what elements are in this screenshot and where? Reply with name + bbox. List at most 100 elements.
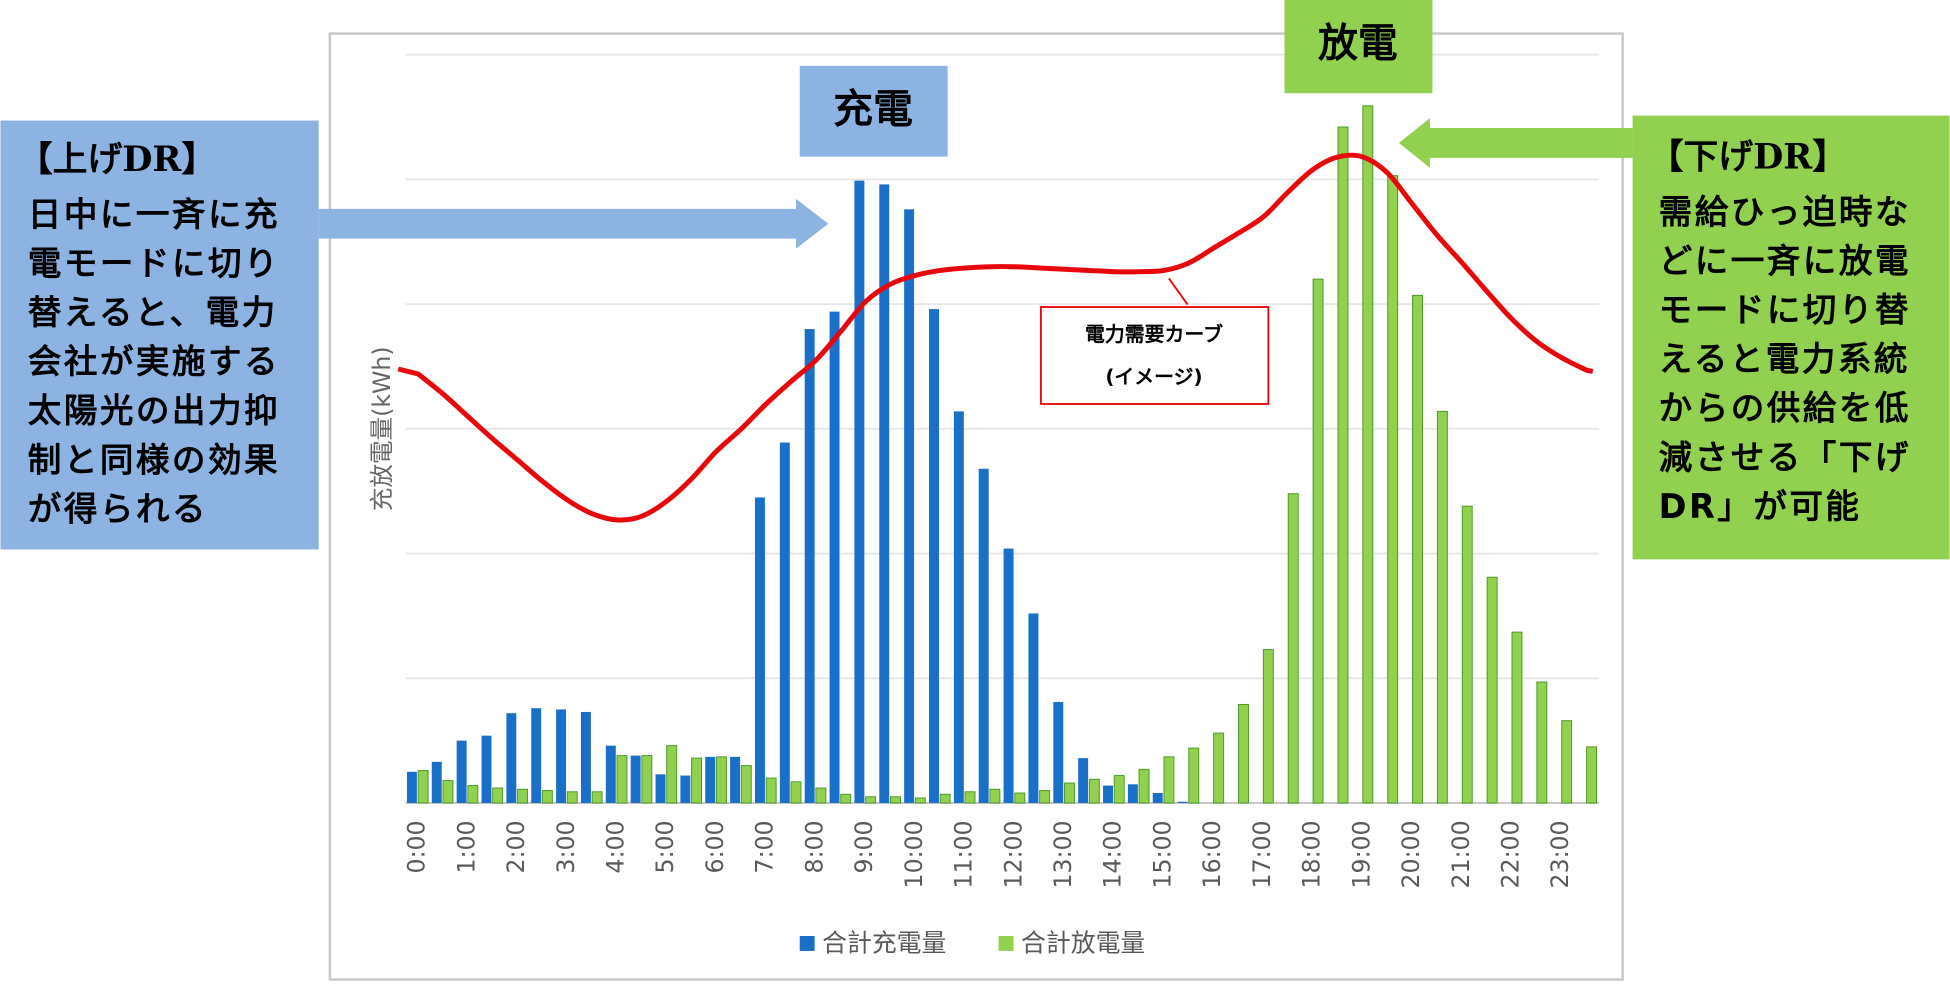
- bar: [492, 787, 504, 804]
- bar: [1238, 703, 1249, 804]
- bar: [531, 708, 542, 804]
- x-tick-label: 14:00: [1099, 820, 1127, 888]
- bar: [1511, 631, 1523, 804]
- charge-box: [799, 65, 948, 157]
- bar: [1127, 784, 1138, 804]
- note-line: 需給ひっ迫時な: [1659, 192, 1911, 231]
- x-tick-label: 11:00: [950, 820, 978, 888]
- bar: [929, 309, 939, 804]
- note-line: 日中に一斉に充: [28, 195, 280, 234]
- bar: [904, 209, 915, 804]
- x-tick-label: 21:00: [1447, 820, 1475, 888]
- x-tick-label: 3:00: [552, 820, 580, 873]
- bar: [730, 756, 741, 804]
- note-line: DR」が可能: [1659, 487, 1862, 526]
- right-note-box: [1632, 115, 1950, 560]
- x-tick-label: 9:00: [850, 820, 878, 873]
- bar: [854, 180, 865, 804]
- x-tick-label: 0:00: [403, 820, 431, 873]
- bar: [541, 790, 553, 804]
- bar: [705, 756, 716, 804]
- bar: [1586, 746, 1598, 804]
- bar: [1362, 105, 1374, 804]
- bar: [456, 740, 467, 804]
- chart-frame: [328, 32, 1624, 981]
- bar: [1262, 649, 1274, 804]
- x-tick-label: 10:00: [900, 820, 928, 888]
- bar: [989, 788, 1001, 804]
- bar: [1053, 701, 1064, 804]
- curve-pointer: [1168, 277, 1189, 306]
- bar: [889, 796, 901, 804]
- note-title: 【上げDR】: [18, 139, 216, 180]
- bar: [605, 745, 616, 804]
- note-line: からの供給を低: [1659, 389, 1911, 428]
- bar: [1078, 758, 1089, 804]
- bar: [779, 442, 790, 804]
- bar: [406, 771, 417, 804]
- legend-label: 合計充電量: [822, 929, 946, 958]
- curve-label: (イメージ): [1105, 365, 1202, 388]
- note-line: モードに切り替: [1659, 291, 1911, 330]
- bar: [1088, 778, 1100, 804]
- bar: [840, 793, 852, 804]
- x-tick-label: 23:00: [1546, 820, 1574, 888]
- bar: [467, 785, 479, 804]
- bar: [1028, 613, 1039, 804]
- bar: [964, 791, 976, 804]
- x-tick-label: 6:00: [701, 820, 729, 873]
- x-tick-label: 19:00: [1347, 820, 1375, 888]
- x-tick-label: 15:00: [1148, 820, 1176, 888]
- demand-curve: [397, 152, 1594, 523]
- bar: [1561, 720, 1573, 804]
- legend-swatch: [799, 936, 815, 951]
- bar: [1412, 294, 1423, 804]
- x-tick-label: 13:00: [1049, 820, 1077, 888]
- x-tick-label: 1:00: [452, 820, 480, 873]
- bar: [1039, 790, 1051, 804]
- bar: [1387, 175, 1399, 804]
- note-line: 電モードに切り: [28, 244, 280, 283]
- legend-label: 合計放電量: [1021, 929, 1145, 958]
- bar: [829, 311, 840, 804]
- bar: [1287, 493, 1299, 804]
- bar: [417, 770, 429, 804]
- bar: [1103, 785, 1113, 804]
- bar: [1213, 732, 1225, 804]
- bar: [481, 735, 492, 804]
- x-tick-label: 18:00: [1298, 820, 1326, 888]
- bar: [442, 780, 454, 804]
- bar: [865, 796, 877, 804]
- note-line: 会社が実施する: [28, 342, 280, 381]
- bar: [790, 781, 802, 804]
- bar: [804, 329, 815, 804]
- bar: [1138, 768, 1150, 804]
- discharge-arrow: [1398, 118, 1633, 168]
- note-line: どに一斉に放電: [1659, 241, 1911, 280]
- bar: [939, 793, 951, 804]
- x-tick-label: 16:00: [1198, 820, 1226, 888]
- bar: [1113, 775, 1125, 804]
- x-tick-label: 17:00: [1248, 820, 1276, 888]
- bar: [591, 791, 603, 804]
- note-line: 替えると、電力: [28, 293, 278, 332]
- bar: [630, 755, 641, 804]
- note-line: 減させる「下げ: [1659, 438, 1911, 477]
- y-axis-label: 充放電量(kWh): [368, 346, 396, 511]
- bar: [680, 775, 691, 804]
- bar: [506, 713, 517, 804]
- bar: [715, 756, 727, 804]
- curve-label-box: [1039, 306, 1270, 405]
- bar: [1163, 756, 1175, 804]
- bar: [1003, 548, 1014, 804]
- bar: [1188, 747, 1200, 804]
- bar: [740, 765, 752, 804]
- bar: [1064, 782, 1075, 804]
- discharge-box: [1284, 0, 1433, 94]
- bar: [616, 755, 628, 804]
- legend-swatch: [998, 936, 1014, 951]
- note-line: 制と同様の効果: [28, 440, 280, 479]
- curve-label: 電力需要カーブ: [1085, 323, 1223, 346]
- x-tick-label: 22:00: [1496, 820, 1524, 888]
